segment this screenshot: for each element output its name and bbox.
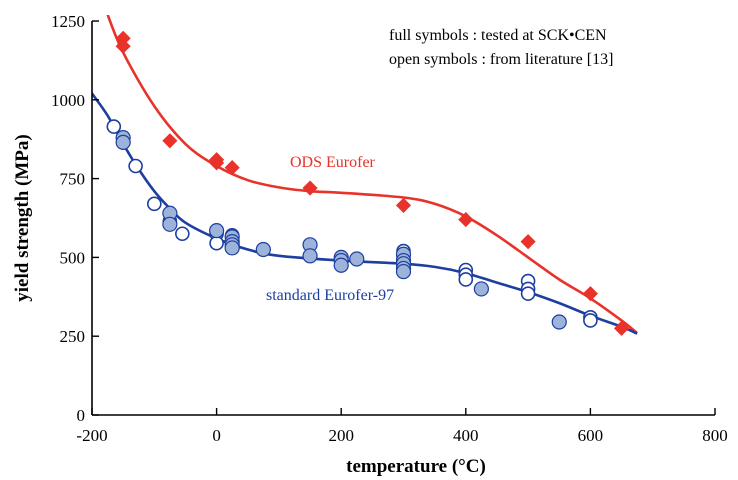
ods-eurofer-point <box>458 212 474 228</box>
ods-eurofer-point <box>302 180 318 196</box>
data-points <box>106 30 630 336</box>
axes <box>91 21 715 416</box>
x-tick-label: -200 <box>76 426 107 445</box>
series-label-ods-eurofer: ODS Eurofer <box>290 154 376 171</box>
ods-eurofer-point <box>162 133 178 149</box>
standard-eurofer-filled-point <box>302 248 318 264</box>
x-tick-label: 200 <box>328 426 354 445</box>
y-axis-title: yield strength (MPa) <box>12 134 33 301</box>
x-tick-label: 0 <box>212 426 221 445</box>
annotation-full-symbols: full symbols : tested at SCK•CEN <box>389 27 607 44</box>
standard-eurofer-filled-point <box>224 240 240 256</box>
standard-eurofer-filled-point <box>115 134 131 150</box>
x-tick-label: 600 <box>578 426 604 445</box>
x-axis-title: temperature (°C) <box>346 456 486 477</box>
y-tick-label: 750 <box>60 170 86 189</box>
standard-eurofer-filled-point <box>333 257 349 273</box>
ods-eurofer-point <box>224 160 240 176</box>
standard-eurofer-open-point <box>106 119 122 134</box>
standard-eurofer-open-point <box>209 235 224 251</box>
ods-eurofer-fit-curve <box>106 15 638 335</box>
annotation-open-symbols: open symbols : from literature [13] <box>389 51 613 68</box>
standard-eurofer-filled-point <box>473 281 489 297</box>
x-tick-label: 400 <box>453 426 479 445</box>
standard-eurofer-open-point <box>520 286 536 301</box>
standard-eurofer-filled-point <box>209 223 225 239</box>
y-tick-label: 0 <box>77 406 86 425</box>
series-label-standard-eurofer: standard Eurofer-97 <box>266 287 394 304</box>
standard-eurofer-open-point <box>147 196 162 212</box>
standard-eurofer-filled-point <box>349 251 365 267</box>
standard-eurofer-filled-point <box>162 216 178 232</box>
standard-eurofer-filled-point <box>551 314 567 330</box>
standard-eurofer-open-point <box>128 158 143 174</box>
ods-eurofer-point <box>582 286 598 302</box>
x-tick-label: 800 <box>702 426 728 445</box>
y-tick-label: 1000 <box>51 91 85 110</box>
standard-eurofer-open-point <box>175 226 190 242</box>
standard-eurofer-open-point <box>583 313 598 328</box>
y-tick-label: 250 <box>60 327 86 346</box>
standard-eurofer-open-point <box>458 272 474 287</box>
ods-eurofer-point <box>209 155 225 171</box>
ods-eurofer-point <box>395 197 412 213</box>
y-tick-label: 500 <box>60 248 86 267</box>
standard-eurofer-filled-point <box>395 263 412 280</box>
standard-eurofer-filled-point <box>255 241 271 258</box>
ods-eurofer-point <box>520 234 536 250</box>
y-tick-label: 1250 <box>51 12 85 31</box>
ods-eurofer-point <box>613 320 630 336</box>
ods-eurofer-point <box>115 38 131 54</box>
